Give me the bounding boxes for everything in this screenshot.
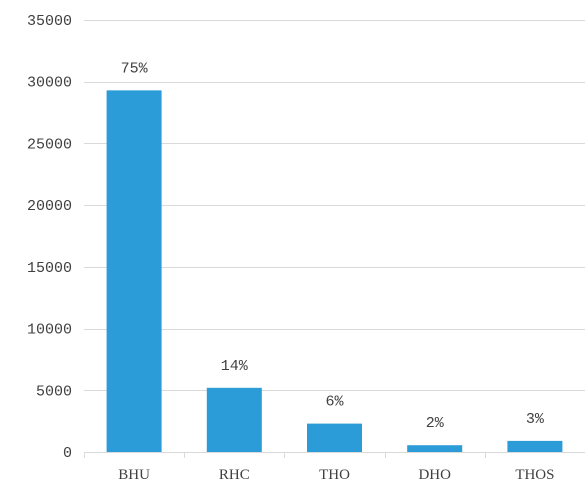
y-axis-ticks: 0 5000 10000 15000 20000 25000 30000 35000	[27, 13, 72, 462]
data-labels: 75% 14% 6% 2% 3%	[121, 60, 545, 432]
grid-layer	[84, 20, 585, 458]
x-tick-label: DHO	[418, 467, 451, 483]
bar-thos	[507, 440, 563, 452]
y-tick-label: 20000	[27, 198, 72, 215]
y-tick-label: 25000	[27, 136, 72, 153]
x-tick-label: BHU	[118, 467, 150, 483]
data-label: 14%	[221, 358, 249, 375]
y-tick-label: 35000	[27, 13, 72, 30]
x-tick-label: THO	[319, 467, 350, 483]
bar-tho	[307, 423, 362, 452]
bar-rhc	[206, 387, 262, 452]
x-tick-label: THOS	[515, 467, 554, 483]
bar-bhu	[106, 90, 162, 453]
x-tick-label: RHC	[219, 467, 250, 483]
bar-dho	[407, 445, 463, 452]
data-label: 2%	[426, 415, 445, 432]
y-tick-label: 0	[63, 445, 72, 462]
y-tick-label: 10000	[27, 322, 72, 339]
data-label: 6%	[325, 394, 344, 411]
y-tick-label: 30000	[27, 75, 72, 92]
y-tick-label: 15000	[27, 260, 72, 277]
y-tick-label: 5000	[36, 383, 72, 400]
bars	[106, 90, 563, 453]
data-label: 3%	[526, 411, 545, 428]
x-axis-ticks: BHU RHC THO DHO THOS	[118, 467, 554, 483]
data-label: 75%	[121, 60, 149, 77]
